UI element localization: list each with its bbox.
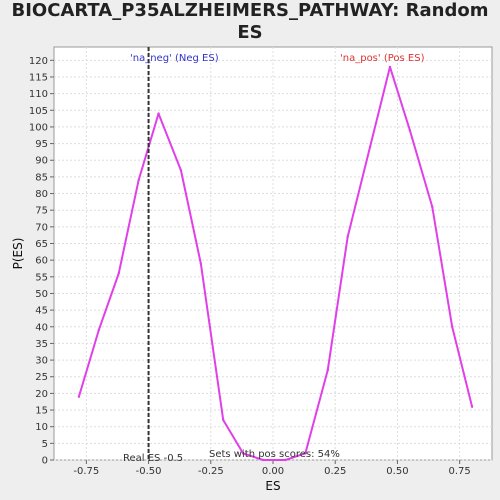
data-point [431, 205, 434, 209]
data-point [179, 169, 183, 172]
y-tick-label: 70 [35, 222, 48, 233]
data-point [368, 145, 372, 149]
y-tick-label: 85 [35, 172, 48, 183]
tick-layer: 0 5 10 15 20 25 30 35 40 45 50 55 60 65 70 75 80 85 90 95 10… [29, 56, 471, 477]
y-tick-label: 25 [35, 372, 48, 383]
x-tick-label: 0.75 [449, 466, 471, 477]
data-point [450, 325, 454, 328]
y-tick-label: 100 [29, 122, 48, 133]
data-point [408, 129, 412, 132]
y-tick-label: 0 [42, 456, 48, 467]
data-point [304, 452, 307, 455]
y-tick-label: 55 [35, 272, 48, 283]
x-axis-label: ES [265, 479, 280, 493]
sets-pos-scores-label: Sets with pos scores: 54% [209, 449, 340, 460]
chart-title-line-1: BIOCARTA_P35ALZHEIMERS_PATHWAY: Random E… [11, 0, 489, 43]
neg-es-label: 'na_neg' (Neg ES) [130, 53, 219, 64]
y-tick-label: 40 [35, 322, 48, 333]
y-tick-label: 35 [35, 339, 48, 350]
y-tick-label: 45 [35, 306, 48, 317]
y-axis-label: P(ES) [11, 238, 25, 270]
y-tick-label: 15 [35, 406, 48, 417]
data-point [137, 179, 140, 182]
y-tick-label: 110 [29, 89, 48, 100]
y-tick-label: 120 [29, 56, 48, 67]
data-point [261, 458, 265, 462]
y-tick-label: 50 [35, 289, 48, 300]
series-layer [77, 65, 474, 462]
data-point [199, 262, 203, 265]
data-point [388, 65, 392, 69]
data-point [222, 418, 225, 422]
es-distribution-line [77, 65, 474, 461]
x-tick-label: 0.25 [324, 466, 346, 477]
data-point [284, 458, 287, 462]
pos-es-label: 'na_pos' (Pos ES) [340, 53, 425, 64]
data-point [470, 405, 474, 408]
y-tick-label: 80 [35, 189, 48, 200]
x-tick-label: -0.25 [198, 466, 224, 477]
real-es-label: Real ES -0.5 [123, 453, 183, 464]
data-point [97, 328, 100, 332]
y-tick-label: 95 [35, 139, 48, 150]
x-tick-label: 0.00 [262, 466, 284, 477]
data-point [157, 112, 160, 115]
y-tick-label: 65 [35, 239, 48, 250]
y-tick-label: 105 [29, 106, 48, 117]
y-tick-label: 30 [35, 356, 48, 367]
y-tick-label: 60 [35, 256, 48, 267]
x-tick-label: -0.75 [73, 466, 99, 477]
data-point [346, 235, 349, 239]
data-point [241, 452, 245, 455]
y-tick-label: 5 [42, 439, 48, 450]
y-tick-label: 10 [35, 422, 48, 433]
data-point [326, 368, 329, 372]
x-tick-label: 0.50 [386, 466, 408, 477]
y-tick-label: 20 [35, 389, 48, 400]
data-point [77, 395, 81, 398]
y-tick-label: 90 [35, 156, 48, 167]
x-tick-label: -0.50 [136, 466, 162, 477]
grid-layer [54, 47, 492, 461]
data-point [117, 272, 120, 275]
y-tick-label: 115 [29, 72, 48, 83]
y-tick-label: 75 [35, 206, 48, 217]
